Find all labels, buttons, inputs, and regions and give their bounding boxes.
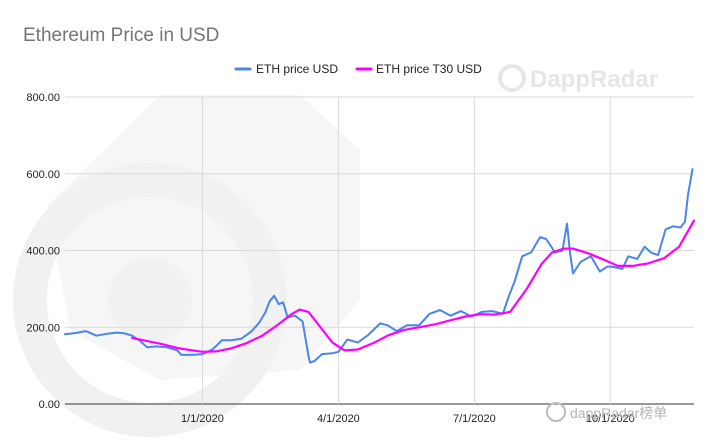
series-line-eth-t30 (131, 219, 696, 353)
background-watermark (13, 95, 360, 437)
x-tick-label: 10/1/2020 (586, 413, 635, 425)
brand-watermark: DappRadar (498, 64, 658, 93)
x-axis-ticks: 1/1/2020 4/1/2020 7/1/2020 10/1/2020 (181, 413, 635, 425)
y-tick-label: 800.00 (26, 92, 60, 104)
y-tick-label: 0.00 (39, 399, 60, 411)
caption-watermark-text: dappRadar榜单 (570, 405, 667, 421)
gridlines (65, 96, 694, 405)
wechat-icon (546, 402, 566, 422)
x-tick-label: 7/1/2020 (453, 413, 496, 425)
y-tick-label: 400.00 (26, 246, 60, 258)
chart-title: Ethereum Price in USD (23, 25, 219, 46)
series-line-eth-price (64, 168, 694, 364)
caption-watermark: dappRadar榜单 (546, 402, 667, 422)
legend-label-eth-t30: ETH price T30 USD (376, 62, 482, 76)
y-tick-label: 600.00 (26, 169, 60, 181)
brand-watermark-text: DappRadar (530, 66, 658, 93)
legend: ETH price USD ETH price T30 USD (234, 62, 482, 76)
y-tick-label: 200.00 (26, 322, 60, 334)
x-tick-label: 4/1/2020 (317, 413, 360, 425)
y-axis-ticks: 0.00 200.00 400.00 600.00 800.00 (26, 92, 60, 411)
watermark-hexagon-shape (48, 95, 360, 380)
legend-label-eth-price: ETH price USD (256, 62, 338, 76)
x-tick-label: 1/1/2020 (181, 413, 224, 425)
dappradar-logo-icon (498, 64, 526, 92)
watermark-target-center (108, 258, 192, 342)
series-lines (64, 168, 696, 364)
